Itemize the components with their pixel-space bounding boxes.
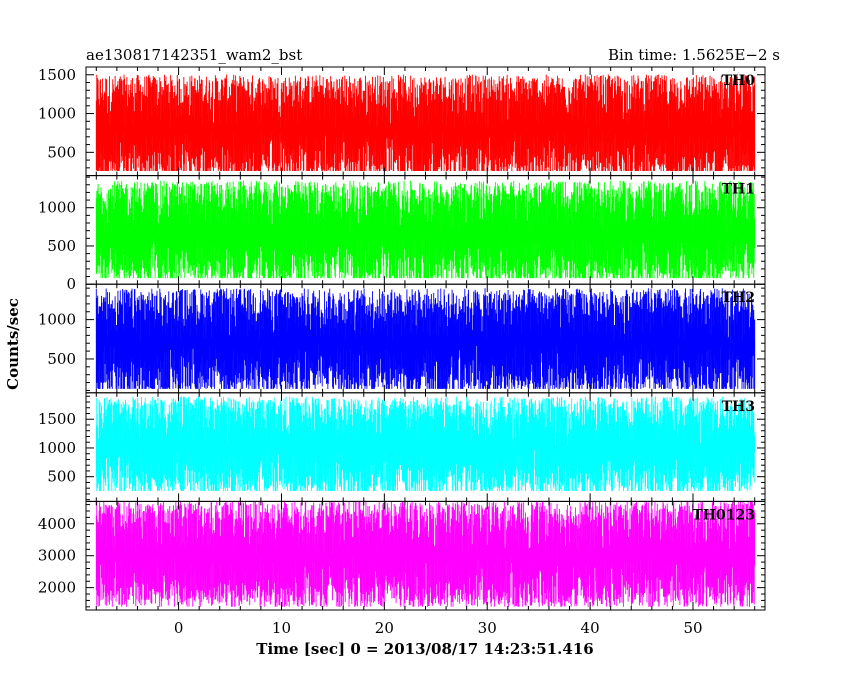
bin-time-label: Bin time: 1.5625E−2 s [608, 46, 780, 64]
series-th1 [95, 180, 756, 279]
y-tick-label: 500 [47, 350, 76, 368]
x-tick-label: 10 [272, 619, 291, 637]
series-label: TH2 [722, 290, 755, 306]
chart-title: ae130817142351_wam2_bst [86, 46, 302, 64]
panel-th0: 500 1000 1500 TH0 [38, 66, 766, 177]
series-th0 [95, 74, 756, 171]
y-tick-label: 4000 [38, 515, 76, 533]
series-th2 [95, 288, 756, 389]
series-label: TH0 [722, 73, 756, 89]
y-axis-label: Counts/sec [4, 298, 22, 390]
x-tick-label: 0 [174, 619, 184, 637]
series-label: TH0123 [692, 507, 755, 523]
series-label: TH3 [722, 399, 755, 415]
y-tick-label: 1500 [38, 410, 76, 428]
y-tick-label: 500 [47, 143, 76, 161]
y-tick-label: 0 [66, 275, 76, 293]
y-tick-label: 1000 [38, 199, 76, 217]
x-tick-label: 20 [375, 619, 394, 637]
y-tick-label: 1000 [38, 311, 76, 329]
y-tick-label: 1000 [38, 439, 76, 457]
y-tick-label: 500 [47, 237, 76, 255]
x-tick-label: 40 [581, 619, 600, 637]
panel-th3: 500 1000 1500 TH3 [38, 392, 766, 502]
series-label: TH1 [722, 182, 755, 198]
y-tick-label: 500 [47, 468, 76, 486]
x-tick-label: 50 [683, 619, 702, 637]
panel-th2: 500 1000 TH2 [38, 283, 766, 394]
x-tick-label: 30 [478, 619, 497, 637]
panel-th0123: 2000 3000 4000 TH0123 [38, 500, 766, 611]
y-tick-label: 2000 [38, 579, 76, 597]
series-th3 [95, 396, 756, 492]
y-tick-label: 3000 [38, 547, 76, 565]
y-tick-label: 1000 [38, 105, 76, 123]
panel-th1: 0 500 1000 TH1 [38, 175, 766, 293]
x-axis-label: Time [sec] 0 = 2013/08/17 14:23:51.416 [256, 640, 593, 658]
series-th0123 [95, 501, 756, 607]
y-tick-label: 1500 [38, 66, 76, 84]
